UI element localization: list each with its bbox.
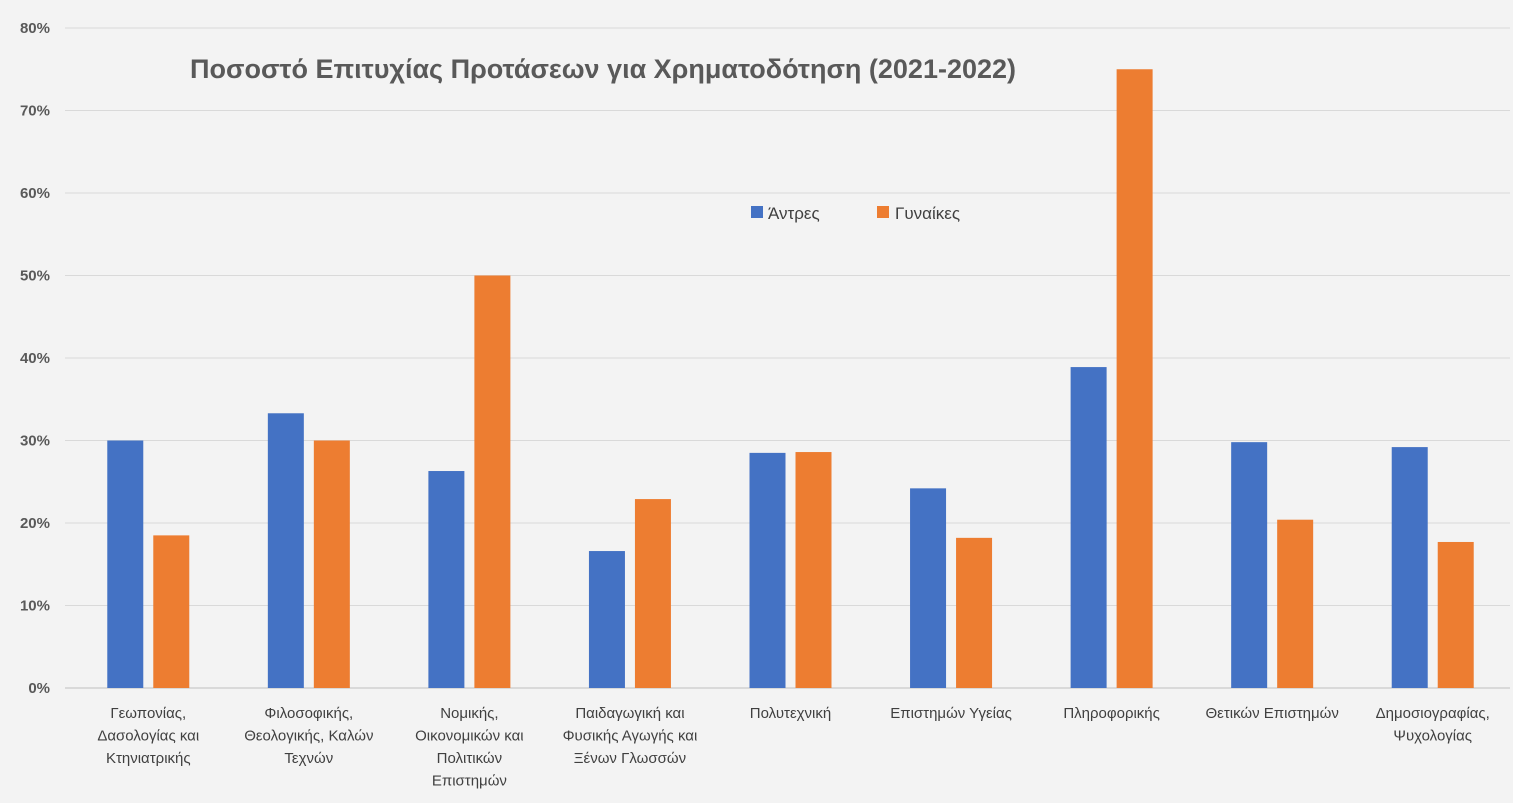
bar-men: [1070, 367, 1107, 688]
y-tick-label: 60%: [20, 185, 50, 202]
x-category-label: Πληροφορικής: [1063, 705, 1160, 722]
y-tick-label: 50%: [20, 268, 50, 285]
y-tick-label: 30%: [20, 433, 50, 450]
x-category-label: Επιστημών Υγείας: [890, 705, 1012, 722]
legend-swatch-men: [751, 206, 763, 218]
x-category-label: Φιλοσοφικής, Θεολογικής, Καλών Τεχνών: [244, 705, 373, 767]
gridlines: [65, 27, 1510, 689]
bar-women: [1116, 69, 1153, 688]
bar-women: [153, 535, 190, 688]
legend-swatch-women: [877, 206, 889, 218]
bar-women: [313, 440, 350, 688]
bar-women: [634, 499, 671, 688]
bar-women: [795, 452, 832, 688]
y-tick-label: 80%: [20, 20, 50, 37]
x-category-label: Νομικής, Οικονομικών και Πολιτικών Επιστημώ…: [415, 705, 524, 790]
legend-label-men: Άντρες: [768, 204, 820, 223]
y-tick-label: 40%: [20, 350, 50, 367]
bar-men: [910, 488, 947, 688]
bar-women: [474, 275, 511, 688]
x-category-label: Δημοσιογραφίας, Ψυχολογίας: [1376, 705, 1490, 745]
bar-women: [1277, 519, 1314, 688]
y-tick-label: 10%: [20, 598, 50, 615]
bar-men: [428, 471, 465, 688]
x-axis-categories: Γεωπονίας, Δασολογίας και Κτηνιατρικής Φιλο…: [97, 705, 1489, 790]
bar-men: [749, 452, 786, 688]
bars: [107, 69, 1474, 688]
legend: Άντρες Γυναίκες: [751, 204, 960, 223]
bar-men: [107, 440, 144, 688]
legend-label-women: Γυναίκες: [895, 204, 960, 223]
x-category-label: Παιδαγωγική και Φυσικής Αγωγής και Ξένων Γ…: [563, 705, 698, 767]
y-tick-label: 20%: [20, 515, 50, 532]
x-category-label: Πολυτεχνική: [750, 705, 831, 722]
y-tick-label: 0%: [28, 680, 50, 697]
chart-title: Ποσοστό Επιτυχίας Προτάσεων για Χρηματοδ…: [190, 54, 1016, 84]
bar-men: [1231, 442, 1268, 688]
bar-men: [1391, 447, 1428, 688]
x-category-label: Γεωπονίας, Δασολογίας και Κτηνιατρικής: [97, 705, 199, 767]
x-category-label: Θετικών Επιστημών: [1205, 705, 1338, 722]
bar-women: [956, 537, 993, 688]
bar-men: [588, 551, 625, 688]
y-tick-label: 70%: [20, 103, 50, 120]
bar-men: [267, 413, 304, 688]
bar-women: [1437, 541, 1474, 688]
y-axis-ticks: 0% 10% 20% 30% 40% 50% 60% 70% 80%: [20, 20, 50, 697]
